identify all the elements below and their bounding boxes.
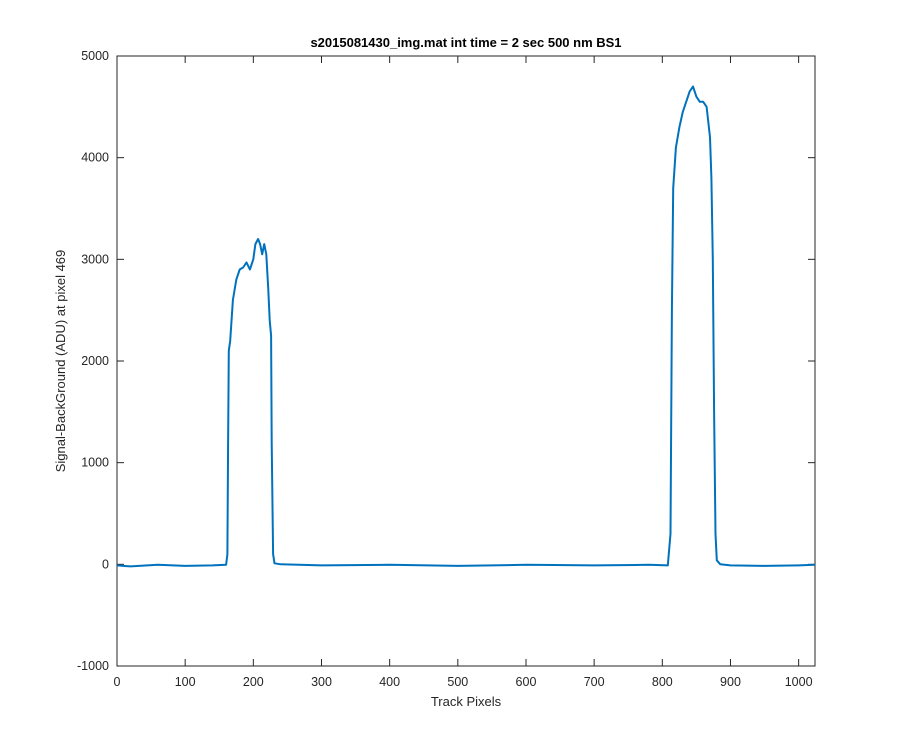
plot-area (116, 55, 816, 667)
x-tick-label: 100 (175, 675, 196, 689)
x-axis-ticks: 0 100 200 300 400 500 600 700 800 900 1000 (114, 56, 813, 689)
x-tick-label: 0 (114, 675, 121, 689)
x-tick-label: 700 (584, 675, 605, 689)
x-tick-label: 500 (447, 675, 468, 689)
x-tick-label: 300 (311, 675, 332, 689)
y-tick-label: -1000 (77, 659, 109, 673)
y-axis-ticks: -1000 0 1000 2000 3000 4000 5000 (77, 49, 815, 673)
x-tick-label: 200 (243, 675, 264, 689)
y-tick-label: 5000 (81, 49, 109, 63)
x-tick-label: 900 (720, 675, 741, 689)
x-tick-label: 400 (379, 675, 400, 689)
y-tick-label: 4000 (81, 151, 109, 165)
x-tick-label: 800 (652, 675, 673, 689)
x-tick-label: 600 (516, 675, 537, 689)
chart-title: s2015081430_img.mat int time = 2 sec 500… (310, 35, 621, 50)
y-tick-label: 1000 (81, 456, 109, 470)
y-axis-label: Signal-BackGround (ADU) at pixel 469 (53, 250, 68, 473)
y-tick-label: 3000 (81, 252, 109, 266)
x-tick-label: 1000 (785, 675, 813, 689)
series-layer (116, 85, 816, 568)
y-tick-label: 2000 (81, 354, 109, 368)
series-line (116, 85, 816, 568)
x-axis-label: Track Pixels (431, 694, 502, 709)
y-tick-label: 0 (102, 557, 109, 571)
